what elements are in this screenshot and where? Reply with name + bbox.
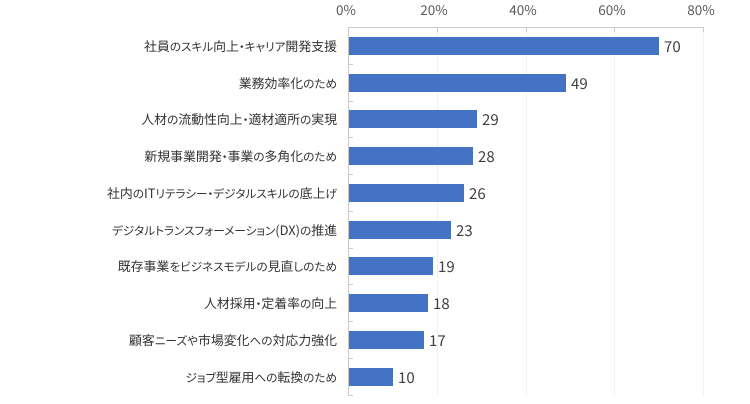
- gridline: [437, 28, 438, 395]
- category-label: 既存事業をビジネスモデルの見直しのため: [117, 256, 337, 275]
- bar-value-label: 10: [398, 367, 415, 388]
- y-tick: [349, 64, 353, 65]
- y-tick: [349, 101, 353, 102]
- category-label: 業務効率化のため: [238, 73, 337, 92]
- bar-value-label: 19: [438, 256, 455, 277]
- bar: [349, 147, 473, 165]
- x-tick-label: 60%: [598, 0, 626, 19]
- bar: [349, 74, 566, 92]
- bar: [349, 221, 451, 239]
- category-label: デジタルトランスフォーメーション(DX)の推進: [112, 220, 337, 239]
- category-label: ジョブ型雇用への転換のため: [185, 367, 337, 386]
- bar: [349, 331, 424, 349]
- x-axis-line: [348, 27, 704, 28]
- y-axis-line: [348, 27, 349, 396]
- bar: [349, 257, 433, 275]
- x-tick: [437, 28, 438, 32]
- gridline: [614, 28, 615, 395]
- gridline: [526, 28, 527, 395]
- x-tick-label: 0%: [336, 0, 356, 19]
- y-tick: [349, 284, 353, 285]
- bar: [349, 37, 659, 55]
- category-label: 社内のITリテラシー・デジタルスキルの底上げ: [106, 183, 337, 202]
- bar: [349, 184, 464, 202]
- x-tick-label: 80%: [687, 0, 715, 19]
- y-tick: [349, 321, 353, 322]
- x-tick: [526, 28, 527, 32]
- bar-value-label: 28: [478, 146, 495, 167]
- y-tick: [349, 137, 353, 138]
- category-label: 顧客ニーズや市場変化への対応力強化: [129, 330, 337, 349]
- bar-value-label: 29: [482, 109, 499, 130]
- category-label: 新規事業開発・事業の多角化のため: [144, 146, 337, 165]
- bar: [349, 110, 477, 128]
- bar-value-label: 70: [664, 36, 681, 57]
- x-tick-label: 40%: [509, 0, 537, 19]
- y-tick: [349, 358, 353, 359]
- x-tick-label: 20%: [420, 0, 448, 19]
- bar-value-label: 49: [571, 73, 588, 94]
- x-tick: [614, 28, 615, 32]
- bar-value-label: 23: [456, 220, 473, 241]
- y-tick: [349, 174, 353, 175]
- category-label: 人材の流動性向上・適材適所の実現: [141, 109, 337, 128]
- bar-value-label: 18: [433, 293, 450, 314]
- gridline: [703, 28, 704, 395]
- bar: [349, 294, 428, 312]
- x-tick: [703, 28, 704, 32]
- category-label: 人材採用・定着率の向上: [203, 293, 337, 312]
- y-tick: [349, 248, 353, 249]
- bar: [349, 368, 393, 386]
- bar-value-label: 26: [469, 183, 486, 204]
- category-label: 社員のスキル向上・キャリア開発支援: [144, 36, 337, 55]
- bar-value-label: 17: [429, 330, 446, 351]
- y-tick: [349, 395, 353, 396]
- y-tick: [349, 211, 353, 212]
